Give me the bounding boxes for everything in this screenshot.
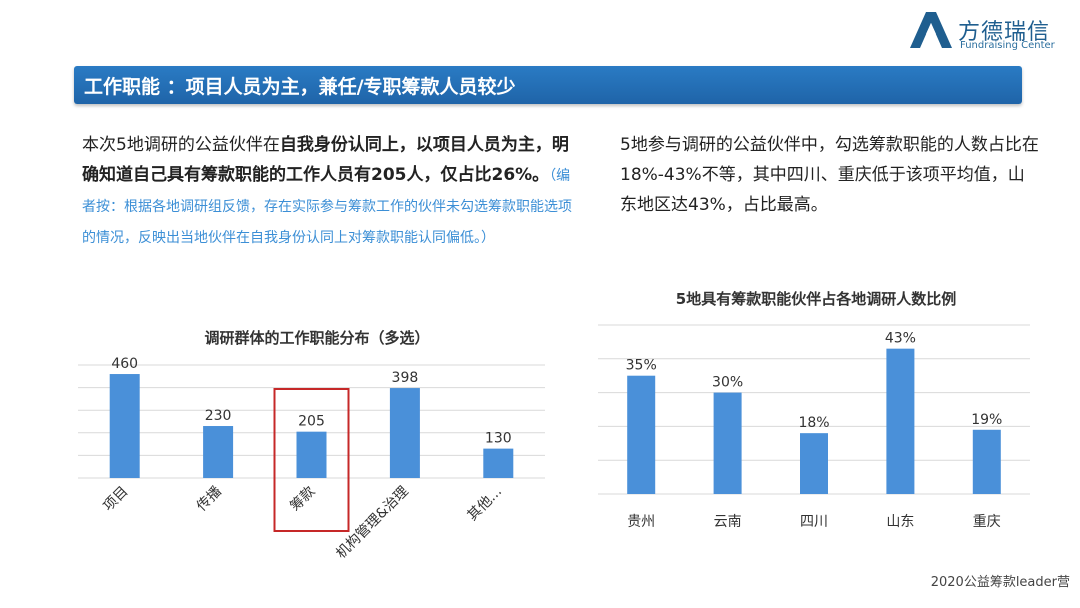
chart1-bar (296, 431, 327, 478)
editor-note: （编者按：根据各地调研组反馈，存在实际参与筹款工作的伙伴未勾选筹款职能选项的情况… (82, 168, 572, 246)
chart2-tick-label: 重庆 (973, 514, 1001, 530)
chart2-tick-label: 山东 (886, 514, 914, 530)
chart2-tick-label: 贵州 (627, 514, 655, 530)
chart1-tick-label: 机构管理&治理 (333, 484, 411, 562)
chart2-data-label: 43% (885, 331, 916, 347)
chart1-title: 调研群体的工作职能分布（多选） (204, 329, 430, 347)
chart2-bar (800, 433, 828, 494)
chart1-data-label: 230 (205, 408, 232, 424)
chart2-tick-label: 云南 (714, 514, 742, 530)
chart1-bar (203, 426, 234, 478)
left-text-bold: 自我身份认同上，以项目人员为主，明确知道自己具有筹款职能的工作人员有205人，仅… (82, 135, 569, 185)
banner-title: 工作职能 ：项目人员为主，兼任/专职筹款人员较少 (84, 76, 516, 98)
footer-caption: 2020公益筹款leader营 (930, 575, 1070, 590)
chart1-data-label: 398 (392, 370, 419, 386)
chart2-data-label: 18% (798, 415, 829, 431)
chart2-data-label: 30% (712, 375, 743, 391)
chart1-bar (483, 448, 514, 478)
chart1-data-label: 460 (111, 356, 138, 372)
chart1-tick-label: 传播 (194, 484, 225, 515)
chart2-data-label: 35% (626, 358, 657, 374)
left-paragraph: 本次5地调研的公益伙伴在自我身份认同上，以项目人员为主，明确知道自己具有筹款职能… (82, 130, 572, 253)
logo-brand: 方德瑞信 (958, 20, 1051, 45)
chart1-tick-label: 项目 (100, 484, 131, 515)
chart2-bar (713, 392, 742, 494)
chart2-bar (886, 348, 915, 494)
chart2-bar (972, 429, 1001, 494)
chart1-data-label: 205 (298, 414, 325, 430)
chart2-data-label: 19% (971, 412, 1002, 428)
logo: 方德瑞信 Fundraising Center (908, 10, 1073, 54)
chart1-bar (109, 374, 140, 478)
chart2-tick-label: 四川 (800, 514, 828, 530)
chart2-bar (627, 375, 656, 494)
logo-subtitle: Fundraising Center (960, 40, 1055, 51)
chart1-tick-label: 筹款 (287, 483, 319, 515)
chart1-data-label: 130 (485, 431, 512, 447)
chart1-tick-label: 其他... (465, 484, 506, 525)
left-text-plain: 本次5地调研的公益伙伴在 (82, 135, 280, 155)
chart1-highlight-box (273, 388, 350, 532)
chart2-title: 5地具有筹款职能伙伴占各地调研人数比例 (675, 290, 957, 308)
section-banner: 工作职能 ：项目人员为主，兼任/专职筹款人员较少 (74, 66, 1022, 104)
logo-mark-icon (910, 12, 952, 48)
chart1-bar (389, 388, 420, 478)
right-paragraph: 5地参与调研的公益伙伴中，勾选筹款职能的人数占比在18%-43%不等，其中四川、… (620, 135, 1039, 215)
